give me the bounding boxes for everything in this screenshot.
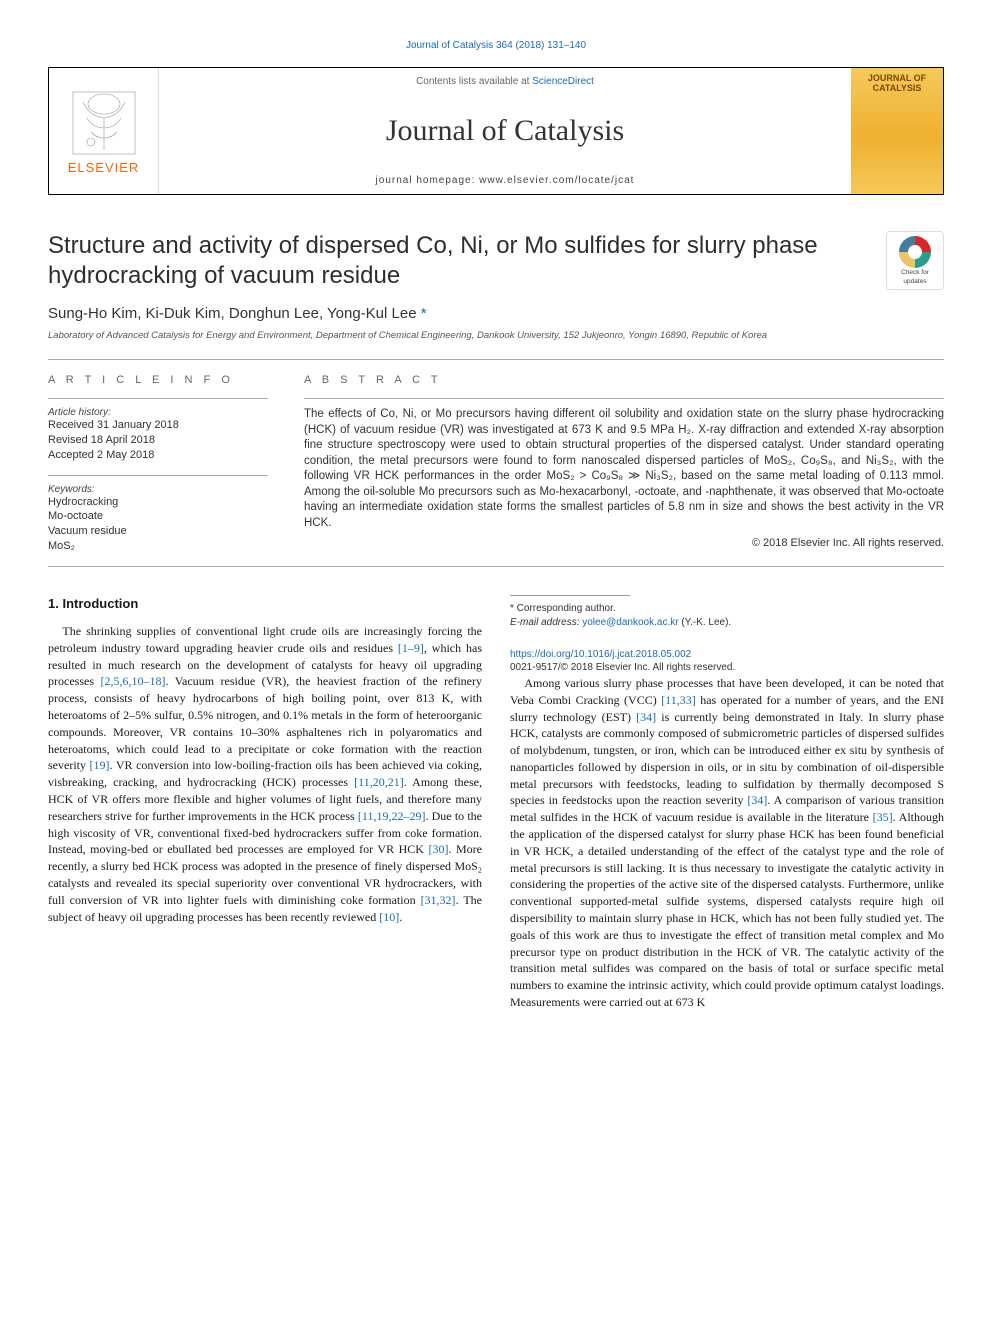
article-title: Structure and activity of dispersed Co, … (48, 231, 874, 291)
corresponding-footnote: * Corresponding author. (510, 602, 944, 616)
intro-paragraph-1: The shrinking supplies of conventional l… (48, 623, 482, 925)
check-updates-text-2: updates (903, 279, 926, 286)
abstract-text: The effects of Co, Ni, or Mo precursors … (304, 407, 944, 531)
email-link[interactable]: yolee@dankook.ac.kr (582, 617, 678, 628)
email-suffix: (Y.-K. Lee). (679, 617, 732, 628)
keywords-label: Keywords: (48, 484, 268, 495)
history-revised: Revised 18 April 2018 (48, 433, 268, 448)
info-divider (48, 398, 268, 399)
crossmark-icon (899, 236, 931, 268)
cite-31-32[interactable]: [31,32] (421, 893, 456, 907)
email-label: E-mail address: (510, 617, 582, 628)
doi-block: https://doi.org/10.1016/j.jcat.2018.05.0… (510, 648, 944, 675)
cite-30[interactable]: [30] (428, 842, 448, 856)
cite-19[interactable]: [19] (90, 758, 110, 772)
journal-homepage[interactable]: journal homepage: www.elsevier.com/locat… (376, 175, 635, 186)
keywords-divider (48, 475, 268, 476)
contents-available-line: Contents lists available at ScienceDirec… (416, 76, 594, 87)
abstract-divider (304, 398, 944, 399)
keyword-1: Hydrocracking (48, 495, 268, 510)
sciencedirect-link[interactable]: ScienceDirect (532, 76, 594, 87)
article-body: 1. Introduction The shrinking supplies o… (48, 595, 944, 1011)
keyword-4: MoS₂ (48, 539, 268, 554)
issn-copyright: 0021-9517/© 2018 Elsevier Inc. All right… (510, 661, 944, 675)
check-updates-text-1: Check for (901, 270, 929, 277)
cite-35[interactable]: [35] (873, 810, 893, 824)
corresponding-marker[interactable]: * (421, 305, 427, 322)
contents-prefix: Contents lists available at (416, 76, 532, 87)
journal-reference[interactable]: Journal of Catalysis 364 (2018) 131–140 (48, 40, 944, 51)
cite-1-9[interactable]: [1–9] (398, 641, 424, 655)
article-info-label: A R T I C L E I N F O (48, 374, 268, 386)
cite-11-33[interactable]: [11,33] (661, 693, 696, 707)
keyword-3: Vacuum residue (48, 524, 268, 539)
publisher-name: ELSEVIER (68, 160, 140, 175)
footnote-separator (510, 595, 630, 596)
history-label: Article history: (48, 407, 268, 418)
keyword-2: Mo-octoate (48, 509, 268, 524)
affiliation: Laboratory of Advanced Catalysis for Ene… (48, 330, 944, 341)
history-received: Received 31 January 2018 (48, 418, 268, 433)
cover-title: JOURNAL OF CATALYSIS (855, 74, 939, 94)
article-info-block: A R T I C L E I N F O Article history: R… (48, 374, 268, 554)
section-heading-1: 1. Introduction (48, 595, 482, 613)
history-accepted: Accepted 2 May 2018 (48, 448, 268, 463)
cite-11-21[interactable]: [11,20,21] (354, 775, 404, 789)
masthead-center: Contents lists available at ScienceDirec… (159, 68, 851, 194)
cite-11-29[interactable]: [11,19,22–29] (358, 809, 426, 823)
abstract-block: A B S T R A C T The effects of Co, Ni, o… (304, 374, 944, 554)
cite-34a[interactable]: [34] (636, 710, 656, 724)
article-meta-row: A R T I C L E I N F O Article history: R… (48, 374, 944, 554)
intro-paragraph-2: Among various slurry phase processes tha… (510, 675, 944, 1011)
p1i: . (399, 910, 402, 924)
cite-2-18[interactable]: [2,5,6,10–18] (100, 674, 165, 688)
footnote-block: * Corresponding author. E-mail address: … (510, 595, 944, 675)
publisher-block: ELSEVIER (49, 68, 159, 194)
cite-10[interactable]: [10] (379, 910, 399, 924)
divider-bottom (48, 566, 944, 567)
p2e: . Although the application of the disper… (510, 810, 944, 1009)
cite-34b[interactable]: [34] (747, 793, 767, 807)
elsevier-tree-icon (69, 88, 139, 158)
masthead: ELSEVIER Contents lists available at Sci… (48, 67, 944, 195)
doi-link[interactable]: https://doi.org/10.1016/j.jcat.2018.05.0… (510, 648, 944, 662)
check-for-updates-badge[interactable]: Check for updates (886, 231, 944, 290)
abstract-copyright: © 2018 Elsevier Inc. All rights reserved… (304, 537, 944, 549)
email-footnote: E-mail address: yolee@dankook.ac.kr (Y.-… (510, 616, 944, 630)
journal-cover-thumbnail: JOURNAL OF CATALYSIS (851, 68, 943, 194)
journal-name: Journal of Catalysis (386, 114, 624, 148)
authors: Sung-Ho Kim, Ki-Duk Kim, Donghun Lee, Yo… (48, 305, 417, 322)
abstract-label: A B S T R A C T (304, 374, 944, 386)
divider-top (48, 359, 944, 360)
authors-line: Sung-Ho Kim, Ki-Duk Kim, Donghun Lee, Yo… (48, 305, 944, 322)
